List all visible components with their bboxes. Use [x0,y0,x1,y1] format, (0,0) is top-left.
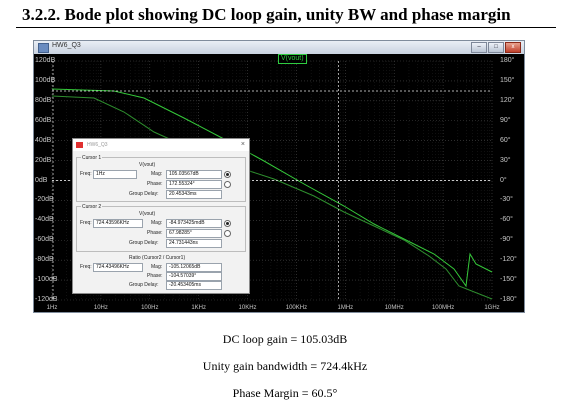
y-tick-db: 40dB [35,136,52,144]
cursor1-phase-field: 172.55324° [166,180,222,189]
cursor2-label: Cursor 2 [81,204,103,210]
cursor2-mag-label: Mag: [151,220,163,226]
cursor2-phase-field: 67.98285° [166,229,222,238]
cursor1-delay-field: 20.45343ms [166,190,222,199]
cursor1-phase-radio[interactable] [224,181,231,188]
cursor2-mag-field: -84.973425mdB [166,219,222,228]
ratio-freq-label: Freq: [80,264,92,270]
section-heading: 3.2.2. Bode plot showing DC loop gain, u… [22,5,511,24]
cursor2-trace: V(vout) [139,211,156,217]
y-tick-degree: -120° [500,256,517,264]
maximize-button[interactable]: □ [488,42,504,53]
app-icon [38,43,49,53]
cursor-readout-dialog[interactable]: HW6_Q3 × Cursor 1 V(vout) Freq: 1Hz Mag:… [72,138,250,294]
ratio-mag-label: Mag: [151,264,163,270]
cursor2-delay-field: 24.731443ns [166,239,222,248]
cursor1-delay-label: Group Delay: [129,191,159,197]
dialog-app-icon [76,142,83,148]
y-tick-db: 20dB [35,156,52,164]
y-tick-degree: 180° [500,57,515,64]
ratio-delay-label: Group Delay: [129,282,159,288]
cursor1-freq-label: Freq: [80,171,92,177]
x-tick-label: 1Hz [47,305,58,311]
y-tick-degree: -150° [500,276,517,284]
cursor2-group: Cursor 2 V(vout) Freq: 724.43596KHz Mag:… [76,204,246,252]
y-tick-degree: -180° [500,296,517,303]
y-tick-degree: 30° [500,156,511,164]
plot-grid: 1Hz 10Hz 100Hz 1KHz 10KHz 100KHz 1MHz 10MHz 100M… [47,60,500,311]
phase-margin-result: Phase Margin = 60.5° [232,386,338,400]
y-tick-db: -100dB [35,276,58,284]
y-tick-db: 80dB [35,96,52,104]
y-tick-degree: 150° [500,76,515,84]
y-tick-degree: 60° [500,136,511,144]
minimize-button[interactable]: – [471,42,487,53]
y-tick-degree: 120° [500,96,515,104]
y-tick-degree: -30° [500,196,513,204]
cursor2-freq-label: Freq: [80,220,92,226]
dc-gain-result: DC loop gain = 105.03dB [222,332,348,346]
ratio-delay-field: -20.453405ms [166,281,222,290]
cursor1-mag-label: Mag: [151,171,163,177]
cursor1-freq-field[interactable]: 1Hz [93,170,137,179]
ratio-phase-field: -104.57039° [166,272,222,281]
ratio-label: Ratio (Cursor2 / Cursor1) [129,255,186,261]
ratio-group: Ratio (Cursor2 / Cursor1) Freq: 724.4349… [76,254,246,291]
cursor2-delay-label: Group Delay: [129,240,159,246]
y-tick-db: -60dB [35,236,54,244]
dialog-title: HW6_Q3 [87,142,108,148]
phase-trace [51,95,493,300]
magnitude-trace [51,88,493,288]
y-tick-db: 100dB [35,76,56,84]
unity-bw-result: Unity gain bandwidth = 724.4kHz [202,359,368,373]
trace-label-vout[interactable]: V(vout) [278,54,307,64]
y-tick-db: -40dB [35,216,54,224]
ratio-mag-field: -105.12065dB [166,263,222,272]
window-titlebar[interactable]: HW6_Q3 – □ x [34,41,524,54]
dialog-titlebar[interactable]: HW6_Q3 × [73,139,249,151]
cursor2-phase-radio[interactable] [224,230,231,237]
cursor2-mag-radio[interactable] [224,220,231,227]
cursor1-mag-field: 105.03567dB [166,170,222,179]
x-tick-label: 10KHz [239,305,257,311]
ratio-freq-field: 724.43496KHz [93,263,143,272]
dialog-close-icon[interactable]: × [240,141,245,148]
ratio-phase-label: Phase: [147,273,163,279]
x-tick-label: 10MHz [385,305,404,311]
cursor2-freq-field[interactable]: 724.43596KHz [93,219,143,228]
y-tick-db: 60dB [35,116,52,124]
cursor1-label: Cursor 1 [81,155,103,161]
y-tick-db: 0dB [35,176,48,184]
y-tick-degree: 0° [500,176,507,184]
close-button[interactable]: x [505,42,521,53]
x-tick-label: 1MHz [337,305,353,311]
y-tick-db: 120dB [35,57,56,64]
x-tick-label: 10Hz [94,305,108,311]
plot-traces [51,88,493,300]
x-tick-label: 100MHz [432,305,454,311]
y-tick-degree: 90° [500,116,511,124]
cursor1-mag-radio[interactable] [224,171,231,178]
cursor2-phase-label: Phase: [147,230,163,236]
cursor1-trace: V(vout) [139,162,156,168]
x-tick-label: 100Hz [141,305,158,311]
cursor1-phase-label: Phase: [147,181,163,187]
heading-rule [16,27,556,28]
x-tick-label: 100KHz [286,305,307,311]
y-tick-db: -20dB [35,196,54,204]
y-tick-degree: -90° [500,236,513,244]
bode-plot-svg[interactable]: 1Hz 10Hz 100Hz 1KHz 10KHz 100KHz 1MHz 10MHz 100M… [34,54,524,312]
cursor1-group: Cursor 1 V(vout) Freq: 1Hz Mag: 105.0356… [76,155,246,202]
y-tick-degree: -60° [500,216,513,224]
window-title: HW6_Q3 [52,42,81,49]
x-tick-label: 1KHz [191,305,206,311]
x-tick-label: 1GHz [484,305,499,311]
y-tick-db: -80dB [35,256,54,264]
y-tick-db: -120dB [35,296,58,303]
